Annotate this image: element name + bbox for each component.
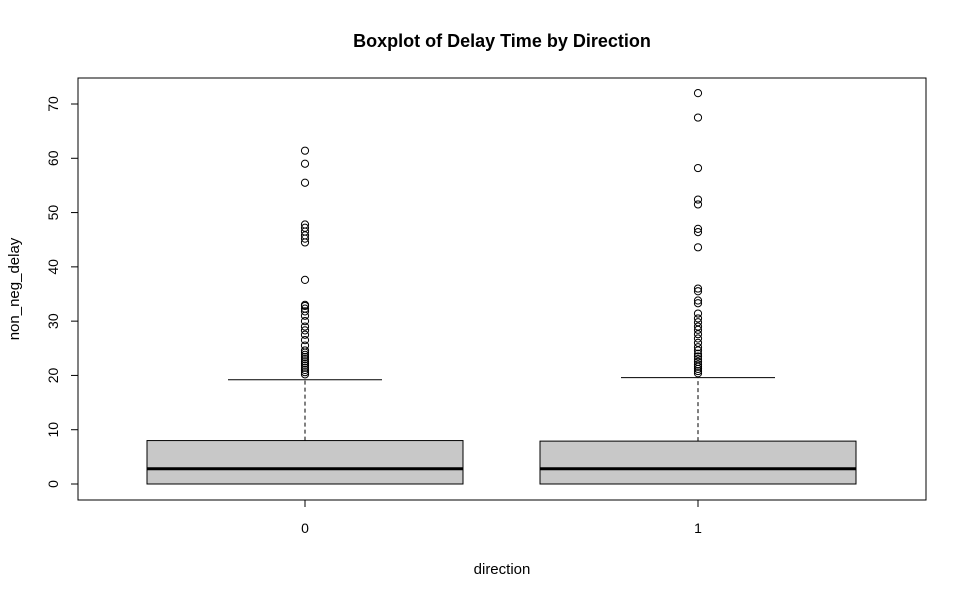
box-group-0 xyxy=(146,146,464,485)
outlier-point xyxy=(693,360,703,369)
outlier-point xyxy=(693,343,703,352)
outlier-point xyxy=(693,357,703,366)
outlier-point xyxy=(693,366,703,376)
outlier-point xyxy=(693,322,703,331)
outlier-point xyxy=(693,287,703,296)
x-tick-label: 0 xyxy=(301,520,309,536)
outlier-point xyxy=(300,178,310,187)
outlier-point xyxy=(693,314,703,323)
y-tick-label: 20 xyxy=(45,367,61,383)
outlier-point xyxy=(300,357,310,366)
iqr-box xyxy=(539,440,857,485)
outlier-point xyxy=(693,243,703,252)
outlier-point xyxy=(693,228,703,237)
outlier-point xyxy=(693,163,703,173)
outlier-point xyxy=(300,223,310,232)
outlier-point xyxy=(300,307,310,316)
outlier-point xyxy=(300,361,310,370)
iqr-box xyxy=(146,440,464,485)
outlier-point xyxy=(300,341,310,350)
outlier-point xyxy=(300,336,310,345)
y-tick-label: 30 xyxy=(45,313,61,329)
outlier-point xyxy=(300,370,310,379)
y-tick-label: 70 xyxy=(45,96,61,112)
outlier-point xyxy=(300,304,310,313)
y-axis: 0 10 20 30 40 50 60 70 xyxy=(45,96,79,488)
y-tick-label: 10 xyxy=(45,422,61,438)
y-tick-label: 50 xyxy=(45,205,61,221)
outlier-point xyxy=(300,350,310,359)
outlier-point xyxy=(300,330,310,339)
outlier-point xyxy=(300,368,310,377)
outlier-point xyxy=(693,195,703,204)
x-tick-label: 1 xyxy=(694,520,702,536)
y-tick-label: 0 xyxy=(45,480,61,488)
outlier-point xyxy=(300,317,310,326)
outlier-point xyxy=(693,318,703,327)
y-tick-label: 60 xyxy=(45,150,61,166)
outlier-point xyxy=(300,363,310,372)
outlier-point xyxy=(693,200,703,209)
outlier-point xyxy=(693,338,703,347)
outlier-point xyxy=(693,299,703,308)
outlier-point xyxy=(693,349,703,358)
outlier-point xyxy=(300,346,310,355)
outlier-point xyxy=(693,284,703,293)
boxes-layer xyxy=(146,89,857,485)
outlier-point xyxy=(693,309,703,318)
outlier-point xyxy=(693,89,703,98)
outlier-point xyxy=(300,220,310,229)
box-group-1 xyxy=(539,89,857,485)
outlier-point xyxy=(300,359,310,368)
outlier-point xyxy=(300,352,310,362)
outlier-point xyxy=(300,322,310,331)
y-tick-label: 40 xyxy=(45,259,61,275)
outlier-point xyxy=(693,113,703,122)
outlier-point xyxy=(693,334,703,343)
outlier-point xyxy=(300,275,310,284)
outlier-point xyxy=(300,159,310,168)
x-axis-label: direction xyxy=(474,561,531,578)
outlier-point xyxy=(300,326,310,335)
outlier-point xyxy=(693,296,703,305)
outlier-point xyxy=(300,355,310,364)
outlier-point xyxy=(300,365,310,375)
outlier-point xyxy=(300,300,310,309)
outlier-point xyxy=(300,146,310,155)
outlier-point xyxy=(693,352,703,361)
outlier-point xyxy=(693,369,703,378)
outlier-point xyxy=(693,224,703,233)
y-axis-label: non_neg_delay xyxy=(6,237,23,340)
chart-title: Boxplot of Delay Time by Direction xyxy=(353,31,651,51)
outlier-point xyxy=(693,355,703,364)
